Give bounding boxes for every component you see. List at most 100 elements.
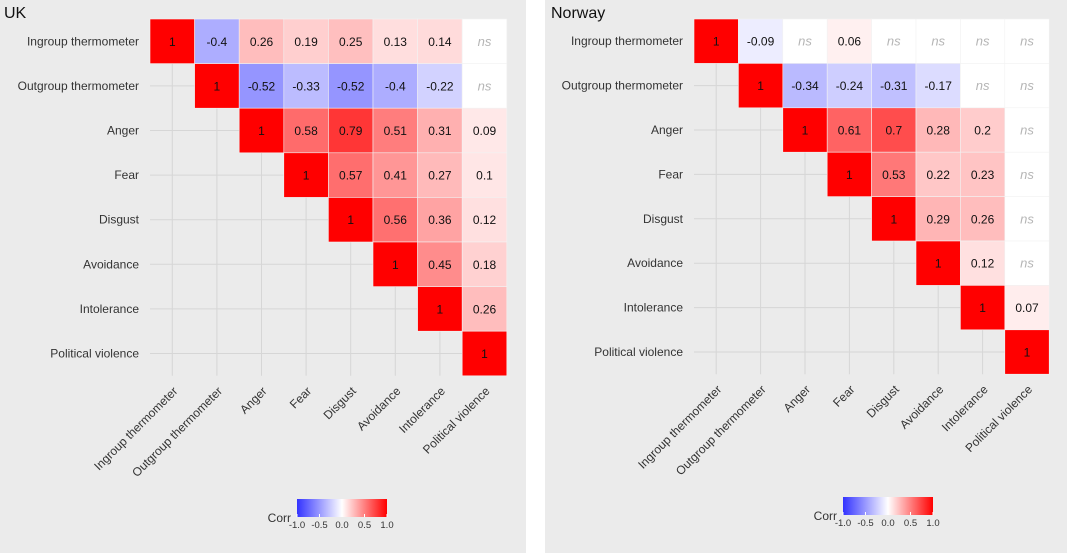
legend-tick-label: 0.5 — [904, 518, 917, 529]
cell-value-label: 1 — [481, 347, 488, 361]
cell-value-label: ns — [976, 34, 990, 49]
heatmap-cell — [960, 63, 1006, 109]
cell-value-label: 1 — [890, 212, 897, 226]
cell-value-label: -0.34 — [791, 79, 819, 93]
cell-value-label: 0.06 — [838, 35, 862, 49]
cell-value-label: 0.36 — [428, 213, 452, 227]
heatmap-cell — [283, 18, 329, 64]
heatmap-cell — [417, 286, 463, 332]
legend-tick-label: -1.0 — [289, 520, 305, 531]
heatmap-cell — [826, 151, 872, 197]
heatmap-cell — [826, 107, 872, 153]
heatmap-cell — [960, 240, 1006, 286]
cell-value-label: 0.45 — [428, 258, 452, 272]
cell-value-label: 1 — [935, 257, 942, 271]
cell-value-label: 0.53 — [882, 168, 906, 182]
cell-value-label: ns — [976, 78, 990, 93]
cell-value-label: 0.1 — [476, 169, 493, 183]
heatmap-cell — [372, 152, 418, 198]
cell-value-label: 0.23 — [971, 168, 995, 182]
chart-title: Norway — [551, 5, 605, 22]
cell-value-label: 0.26 — [971, 212, 995, 226]
y-axis-tick-label: Disgust — [99, 213, 140, 227]
cell-value-label: ns — [1020, 256, 1034, 271]
heatmap-cell — [461, 241, 508, 287]
cell-value-label: 0.09 — [473, 124, 497, 138]
cell-value-label: 0.13 — [384, 35, 408, 49]
y-axis-tick-label: Ingroup thermometer — [27, 34, 139, 48]
heatmap-cell — [417, 152, 463, 198]
cell-value-label: 0.26 — [250, 35, 274, 49]
heatmap-cell — [372, 197, 418, 243]
cell-value-label: 0.25 — [339, 35, 363, 49]
legend-tick-label: -0.5 — [857, 518, 873, 529]
cell-value-label: 1 — [802, 124, 809, 138]
y-axis-tick-label: Anger — [651, 123, 683, 137]
heatmap-cell — [1004, 151, 1050, 197]
y-axis-tick-label: Intolerance — [624, 301, 684, 315]
y-axis-tick-label: Disgust — [643, 212, 684, 226]
heatmap-cell — [238, 18, 285, 64]
cell-value-label: -0.17 — [925, 79, 953, 93]
cell-value-label: 0.56 — [384, 213, 408, 227]
cell-value-label: 1 — [169, 35, 176, 49]
legend-title: Corr — [814, 509, 837, 523]
legend-colorbar — [297, 499, 387, 517]
cell-value-label: -0.09 — [747, 35, 775, 49]
cell-value-label: 1 — [757, 79, 764, 93]
y-axis-tick-label: Outgroup thermometer — [562, 79, 683, 93]
heatmap-cell — [1004, 240, 1050, 286]
cell-value-label: -0.4 — [207, 35, 228, 49]
heatmap-cell — [871, 196, 917, 242]
heatmap-cell — [1004, 107, 1050, 153]
cell-value-label: 1 — [979, 301, 986, 315]
chart-panel-norway: 1 -0.09 ns 0.06 ns ns ns ns 1 -0.34 -0.24 -0.31 -0.1… — [545, 0, 1067, 553]
heatmap-cell — [461, 63, 508, 109]
y-axis-tick-label: Avoidance — [83, 257, 139, 271]
cell-value-label: 1 — [846, 168, 853, 182]
heatmap-cell — [826, 18, 872, 64]
legend-title: Corr — [268, 511, 291, 525]
cell-value-label: 0.27 — [428, 169, 452, 183]
y-axis-tick-label: Anger — [107, 124, 139, 138]
heatmap-cell — [871, 18, 917, 64]
cell-value-label: ns — [887, 34, 901, 49]
y-axis-tick-label: Outgroup thermometer — [18, 79, 139, 93]
heatmap-cell — [871, 107, 917, 153]
cell-value-label: 0.57 — [339, 169, 363, 183]
legend-tick-label: 1.0 — [926, 518, 939, 529]
heatmap-cell — [417, 197, 463, 243]
heatmap-cell — [417, 107, 463, 154]
cell-value-label: -0.24 — [836, 79, 864, 93]
cell-value-label: 0.22 — [927, 168, 951, 182]
heatmap-cell — [738, 63, 784, 109]
cell-value-label: 1 — [214, 79, 221, 93]
legend-tick-label: 0.0 — [335, 520, 348, 531]
heatmap-cell — [960, 285, 1006, 331]
cell-value-label: 1 — [258, 124, 265, 138]
cell-value-label: 1 — [437, 302, 444, 316]
heatmap-cell — [1004, 329, 1050, 375]
y-axis-tick-label: Fear — [658, 167, 683, 181]
heatmap-cell — [915, 151, 961, 197]
y-axis-tick-label: Ingroup thermometer — [571, 34, 683, 48]
cell-value-label: -0.52 — [337, 79, 365, 93]
heatmap-cell — [194, 63, 240, 109]
heatmap-cell — [1004, 285, 1050, 331]
y-axis-tick-label: Political violence — [594, 345, 683, 359]
heatmap-cell — [693, 18, 739, 64]
y-axis-tick-label: Intolerance — [80, 302, 140, 316]
heatmap-cell — [328, 197, 374, 243]
heatmap-cell — [461, 330, 508, 377]
heatmap-cell — [417, 63, 463, 109]
legend-tick-label: 0.0 — [881, 518, 894, 529]
heatmap-cell — [782, 107, 828, 153]
cell-value-label: ns — [1020, 123, 1034, 138]
legend-colorbar — [843, 497, 933, 515]
cell-value-label: 0.07 — [1015, 301, 1039, 315]
cell-value-label: 0.41 — [384, 169, 408, 183]
cell-value-label: 0.31 — [428, 124, 452, 138]
cell-value-label: 0.18 — [473, 258, 497, 272]
heatmap-cell — [1004, 196, 1050, 242]
